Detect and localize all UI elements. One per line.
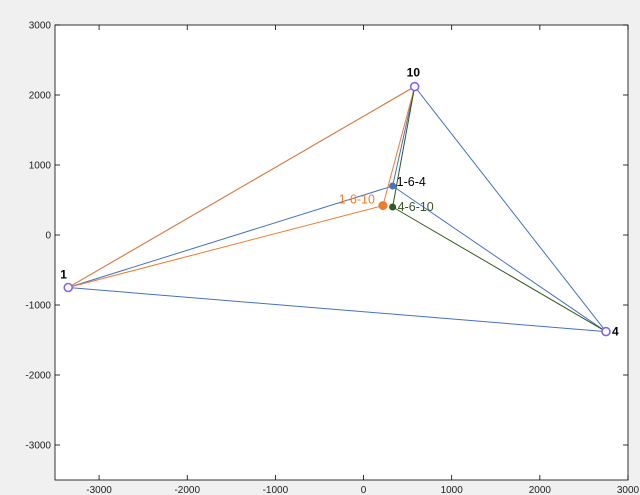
point-labels: 1 10 4 1-6-4 1-6-10 4-6-10: [60, 66, 619, 339]
series-0-segment-4: [392, 86, 416, 187]
y-tick-label: 1000: [29, 161, 52, 172]
series-1-segment-1: [68, 205, 384, 288]
y-tick-label: 0: [45, 231, 51, 242]
point-label-1-6-10: 1-6-10: [339, 193, 375, 207]
series-lines: [67, 86, 607, 333]
x-tick-label: -3000: [86, 485, 112, 495]
plot-area: [54, 24, 629, 481]
series-2-segment-0: [392, 86, 416, 208]
x-tick-label: 2000: [529, 485, 552, 495]
series-0-segment-5: [392, 185, 607, 333]
x-tick-label: 1000: [441, 485, 464, 495]
series-2-segment-1: [392, 206, 607, 333]
point-label-1-6-4: 1-6-4: [397, 175, 426, 189]
x-tick-label: -2000: [174, 485, 200, 495]
point-label-4-6-10: 4-6-10: [398, 200, 434, 214]
point-markers: [63, 81, 611, 337]
series-0-segment-2: [414, 86, 607, 332]
series-0-segment-3: [68, 185, 393, 288]
node-marker-1: [63, 282, 74, 293]
y-tick-label: -1000: [25, 301, 51, 312]
y-tick-label: -2000: [25, 371, 51, 382]
y-tick-label: 2000: [29, 91, 52, 102]
y-tick-label: 3000: [29, 21, 52, 32]
node-label-10: 10: [407, 66, 421, 80]
series-1-segment-0: [67, 86, 415, 288]
axis-ticks: -3000 -2000 -1000 0 1000 2000 3000 -3000 -2000 -1…: [25, 21, 639, 495]
node-marker-10: [409, 81, 420, 92]
point-marker-1-6-4: [389, 182, 397, 190]
series-0-segment-1: [68, 287, 607, 333]
x-tick-label: 0: [361, 485, 367, 495]
node-label-1: 1: [60, 268, 67, 282]
point-marker-1-6-10: [378, 201, 388, 211]
y-tick-label: -3000: [25, 441, 51, 452]
series-1-segment-2: [382, 86, 416, 206]
point-marker-4-6-10: [389, 203, 397, 211]
x-tick-label: -1000: [263, 485, 289, 495]
node-marker-4: [601, 326, 611, 337]
x-tick-label: 3000: [617, 485, 640, 495]
node-label-4: 4: [612, 325, 619, 339]
